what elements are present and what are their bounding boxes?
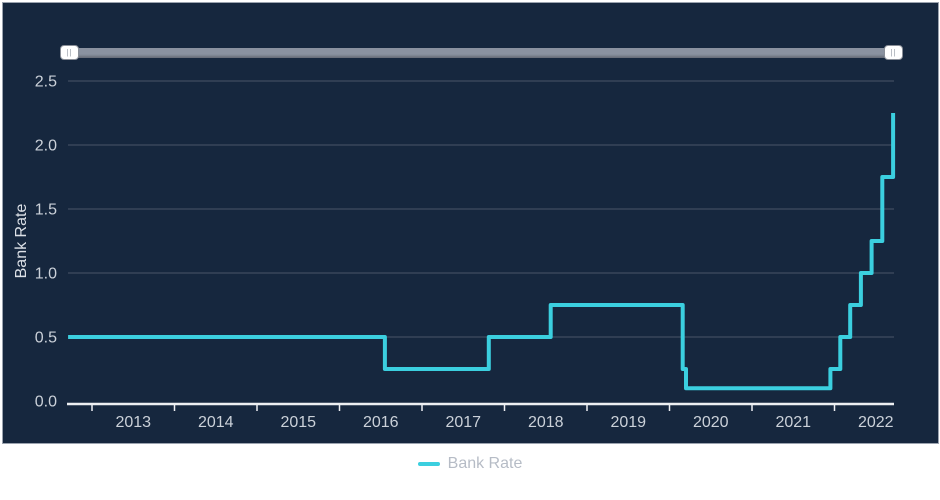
- slider-handle-right[interactable]: ||: [884, 45, 903, 60]
- slider-grip-icon: ||: [66, 47, 73, 57]
- legend-label: Bank Rate: [447, 455, 523, 472]
- legend-item-bank-rate[interactable]: Bank Rate: [0, 453, 940, 475]
- x-tick-label: 2017: [445, 414, 481, 431]
- x-tick-label: 2020: [693, 414, 729, 431]
- legend-line-icon: [417, 462, 440, 466]
- x-tick-label: 2022: [858, 414, 894, 431]
- range-slider[interactable]: || ||: [3, 3, 938, 67]
- y-tick-label: 0.5: [35, 330, 57, 347]
- x-tick-label: 2021: [775, 414, 811, 431]
- slider-grip-icon: ||: [890, 47, 897, 57]
- x-tick-label: 2015: [280, 414, 316, 431]
- y-tick-label: 0.0: [35, 394, 57, 411]
- plot-area: 0.0 0.5 1.0 1.5 2.0 2.5 2013 2014 2015 2016 2017 20…: [35, 74, 896, 431]
- x-tick-label: 2019: [610, 414, 646, 431]
- x-tick-label: 2018: [528, 414, 564, 431]
- x-tick-label: 2014: [198, 414, 234, 431]
- x-tick-label: 2016: [363, 414, 399, 431]
- y-tick-label: 2.0: [35, 138, 57, 155]
- y-tick-label: 2.5: [35, 74, 57, 91]
- series-line-bank-rate: [68, 113, 896, 391]
- y-tick-label: 1.0: [35, 266, 57, 283]
- y-tick-label: 1.5: [35, 202, 57, 219]
- slider-handle-left[interactable]: ||: [60, 45, 79, 60]
- chart-panel: || || Bank Rate 0.0 0.5 1.0 1.5 2.0 2.5 2013 20…: [2, 2, 939, 444]
- x-tick-label: 2013: [115, 414, 151, 431]
- slider-track[interactable]: [61, 48, 903, 58]
